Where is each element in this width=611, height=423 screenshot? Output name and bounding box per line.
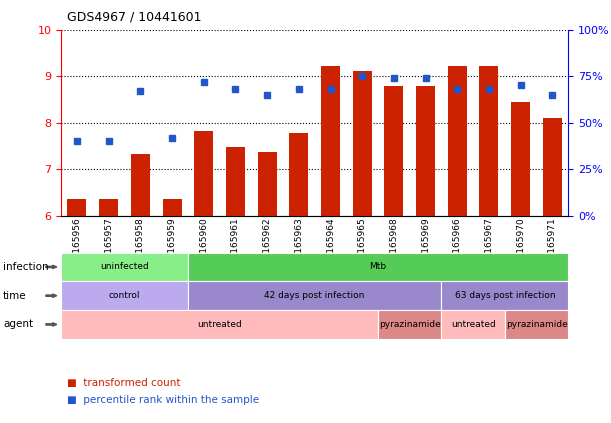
Text: untreated: untreated [451, 320, 496, 329]
Bar [543, 118, 562, 216]
Text: ■  transformed count: ■ transformed count [67, 378, 181, 388]
Text: time: time [3, 291, 27, 301]
Bar [194, 131, 213, 216]
Bar [384, 86, 403, 216]
Bar [258, 151, 277, 216]
Bar [511, 102, 530, 216]
Bar [416, 86, 435, 216]
Text: uninfected: uninfected [100, 262, 149, 272]
Text: ■  percentile rank within the sample: ■ percentile rank within the sample [67, 395, 259, 405]
Bar [226, 147, 245, 216]
Text: untreated: untreated [197, 320, 242, 329]
Text: GDS4967 / 10441601: GDS4967 / 10441601 [67, 11, 202, 24]
Bar [290, 133, 309, 216]
Bar [163, 199, 181, 216]
Bar [448, 66, 467, 216]
Bar [353, 71, 371, 216]
Bar [131, 154, 150, 216]
Text: pyrazinamide: pyrazinamide [506, 320, 568, 329]
Text: control: control [109, 291, 141, 300]
Bar [480, 66, 499, 216]
Bar [67, 200, 87, 216]
Bar [99, 199, 118, 216]
Text: Mtb: Mtb [370, 262, 387, 272]
Text: agent: agent [3, 319, 33, 330]
Text: 42 days post infection: 42 days post infection [265, 291, 365, 300]
Text: pyrazinamide: pyrazinamide [379, 320, 441, 329]
Text: infection: infection [3, 262, 49, 272]
Text: 63 days post infection: 63 days post infection [455, 291, 555, 300]
Bar [321, 66, 340, 216]
